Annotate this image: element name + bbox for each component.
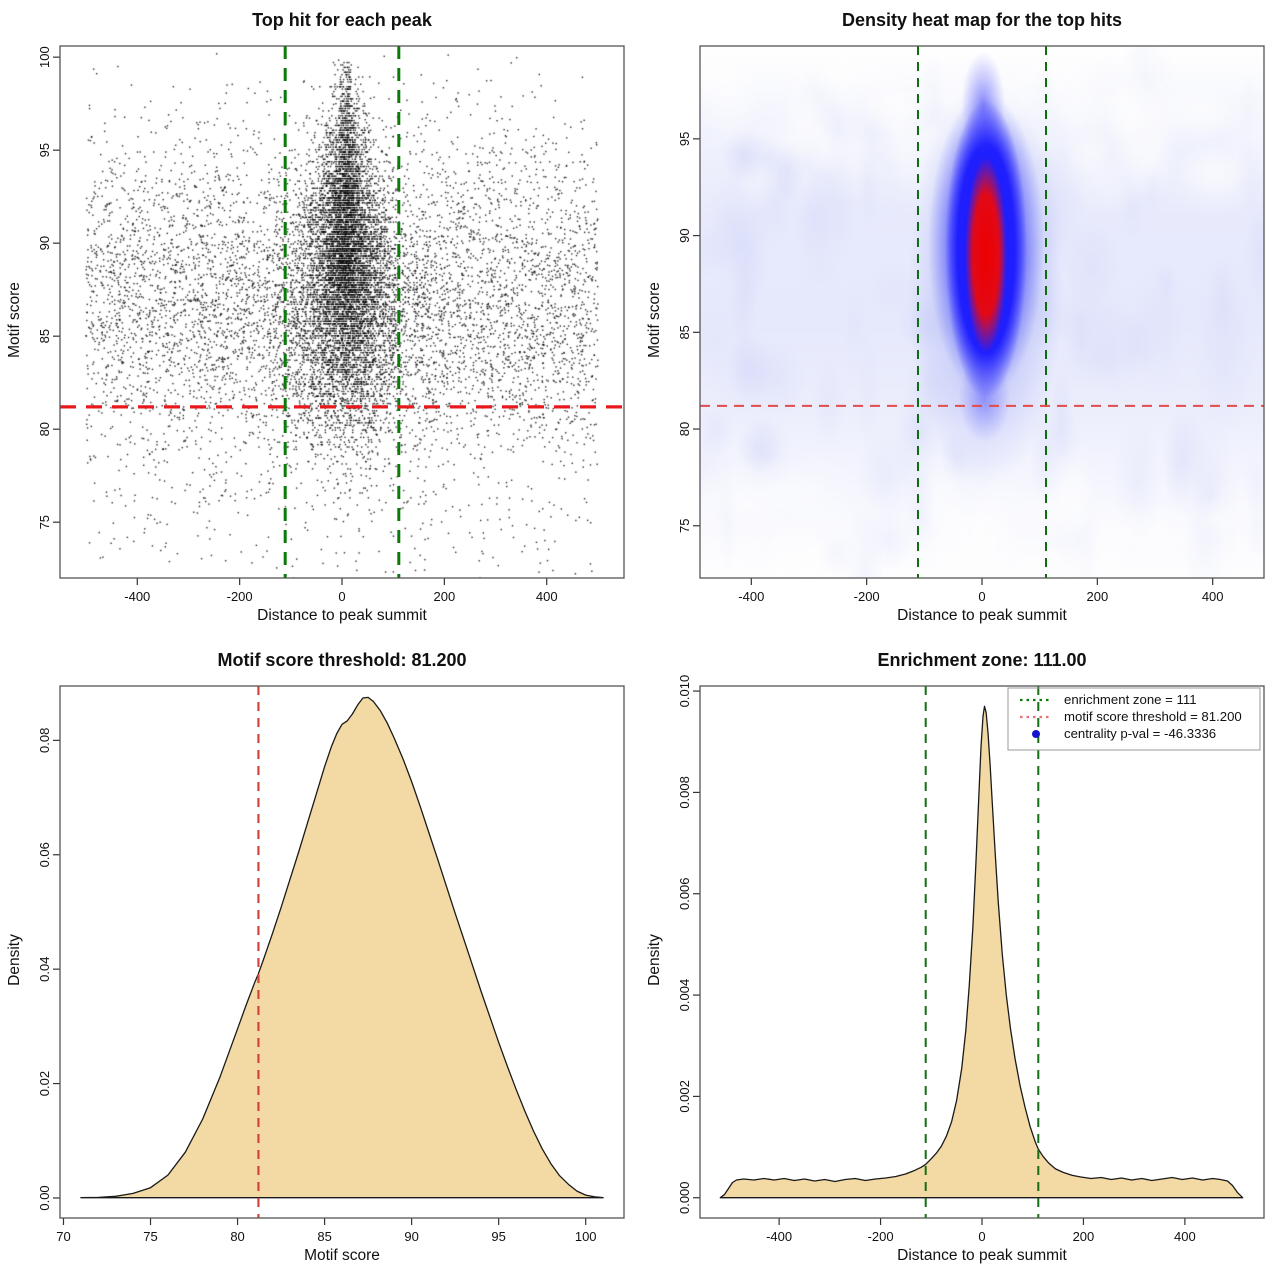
y-axis-label: Motif score (6, 282, 23, 358)
y-tick-label: 90 (37, 236, 52, 250)
y-tick-label: 0.08 (37, 728, 52, 753)
y-tick-label: 85 (677, 325, 692, 339)
y-tick-label: 0.010 (677, 675, 692, 708)
panel-motif-score-density: 70 75 80 85 90 95 100 0.00 0.02 0.04 0.06 0.08 Moti… (0, 640, 640, 1280)
x-tick-label: 75 (143, 1229, 157, 1244)
legend-item-label: centrality p-val = -46.3336 (1064, 726, 1216, 741)
legend-item-label: enrichment zone = 111 (1064, 692, 1197, 707)
y-tick-label: 0.04 (37, 957, 52, 982)
axes: 70 75 80 85 90 95 100 0.00 0.02 0.04 0.06 0.08 (37, 685, 625, 1244)
x-tick-label: -200 (868, 1229, 894, 1244)
legend: enrichment zone = 111 motif score thresho… (1007, 687, 1261, 751)
y-tick-label: 0.004 (677, 979, 692, 1012)
x-axis-label: Distance to peak summit (897, 1247, 1067, 1264)
x-tick-label: -400 (124, 589, 150, 604)
x-tick-label: 200 (434, 589, 456, 604)
panel-density-heatmap: -400 -200 0 200 400 75 80 85 90 95 Density heat m… (640, 0, 1280, 640)
y-tick-label: 95 (677, 132, 692, 146)
panel-title: Motif score threshold: 81.200 (217, 650, 467, 670)
plot-frame (59, 45, 625, 579)
y-tick-label: 100 (37, 46, 52, 68)
y-tick-label: 0.008 (677, 776, 692, 809)
y-axis-label: Density (646, 934, 663, 986)
y-tick-label: 0.02 (37, 1071, 52, 1096)
x-axis-label: Distance to peak summit (897, 607, 1067, 624)
y-tick-label: 75 (37, 515, 52, 529)
y-tick-label: 0.06 (37, 842, 52, 867)
y-tick-label: 90 (677, 228, 692, 242)
x-tick-label: -200 (227, 589, 253, 604)
y-tick-label: 95 (37, 143, 52, 157)
heatmap-canvas (640, 0, 1280, 640)
density-curve (80, 696, 604, 1199)
x-tick-label: 400 (1174, 1229, 1196, 1244)
score-density-svg: 70 75 80 85 90 95 100 0.00 0.02 0.04 0.06 0.08 (37, 685, 625, 1244)
y-tick-label: 80 (37, 422, 52, 436)
y-tick-label: 0.00 (37, 1185, 52, 1210)
y-tick-label: 0.000 (677, 1181, 692, 1214)
x-tick-label: 80 (230, 1229, 244, 1244)
scatter-axes-svg: -400 -200 0 200 400 75 80 85 90 95 100 (37, 45, 625, 604)
axes: -400 -200 0 200 400 75 80 85 90 95 100 (37, 45, 625, 604)
x-tick-label: 85 (317, 1229, 331, 1244)
y-tick-label: 80 (677, 422, 692, 436)
plot-frame (699, 45, 1265, 579)
y-tick-label: 75 (677, 519, 692, 533)
x-axis-label: Motif score (304, 1247, 380, 1264)
x-tick-label: -200 (854, 589, 880, 604)
y-axis-label: Motif score (646, 282, 663, 358)
x-tick-label: 400 (1202, 589, 1224, 604)
x-tick-label: -400 (738, 589, 764, 604)
x-tick-label: 0 (978, 589, 985, 604)
panel-title: Top hit for each peak (252, 10, 432, 30)
plot-frame (699, 685, 1265, 1219)
legend-item-label: motif score threshold = 81.200 (1064, 709, 1242, 724)
x-axis-label: Distance to peak summit (257, 607, 427, 624)
x-tick-label: 90 (404, 1229, 418, 1244)
axes: -400 -200 0 200 400 0.000 0.002 0.004 0.006 0.008… (677, 675, 1265, 1244)
plot-frame (59, 685, 625, 1219)
y-tick-label: 85 (37, 329, 52, 343)
axes: -400 -200 0 200 400 75 80 85 90 95 (677, 45, 1265, 604)
x-tick-label: 70 (56, 1229, 70, 1244)
x-tick-label: 200 (1086, 589, 1108, 604)
x-tick-label: 0 (978, 1229, 985, 1244)
legend-box (1007, 687, 1261, 751)
x-tick-label: 200 (1073, 1229, 1095, 1244)
panel-top-hit-scatter: -400 -200 0 200 400 75 80 85 90 95 100 Top hit for… (0, 0, 640, 640)
x-tick-label: -400 (766, 1229, 792, 1244)
x-tick-label: 100 (575, 1229, 597, 1244)
y-axis-label: Density (6, 934, 23, 986)
x-tick-label: 400 (536, 589, 558, 604)
panel-distance-density: -400 -200 0 200 400 0.000 0.002 0.004 0.006 0.008… (640, 640, 1280, 1280)
distance-density-svg: -400 -200 0 200 400 0.000 0.002 0.004 0.006 0.008… (677, 675, 1265, 1244)
x-tick-label: 0 (338, 589, 345, 604)
y-tick-label: 0.002 (677, 1080, 692, 1113)
density-curve (719, 705, 1244, 1199)
panel-title: Density heat map for the top hits (841, 10, 1123, 30)
heatmap-axes-svg: -400 -200 0 200 400 75 80 85 90 95 (677, 45, 1265, 604)
x-tick-label: 95 (491, 1229, 505, 1244)
scatter-points-canvas (0, 0, 640, 640)
blue-dot-icon (1032, 730, 1040, 738)
y-tick-label: 0.006 (677, 877, 692, 910)
panel-title: Enrichment zone: 111.00 (877, 650, 1087, 670)
